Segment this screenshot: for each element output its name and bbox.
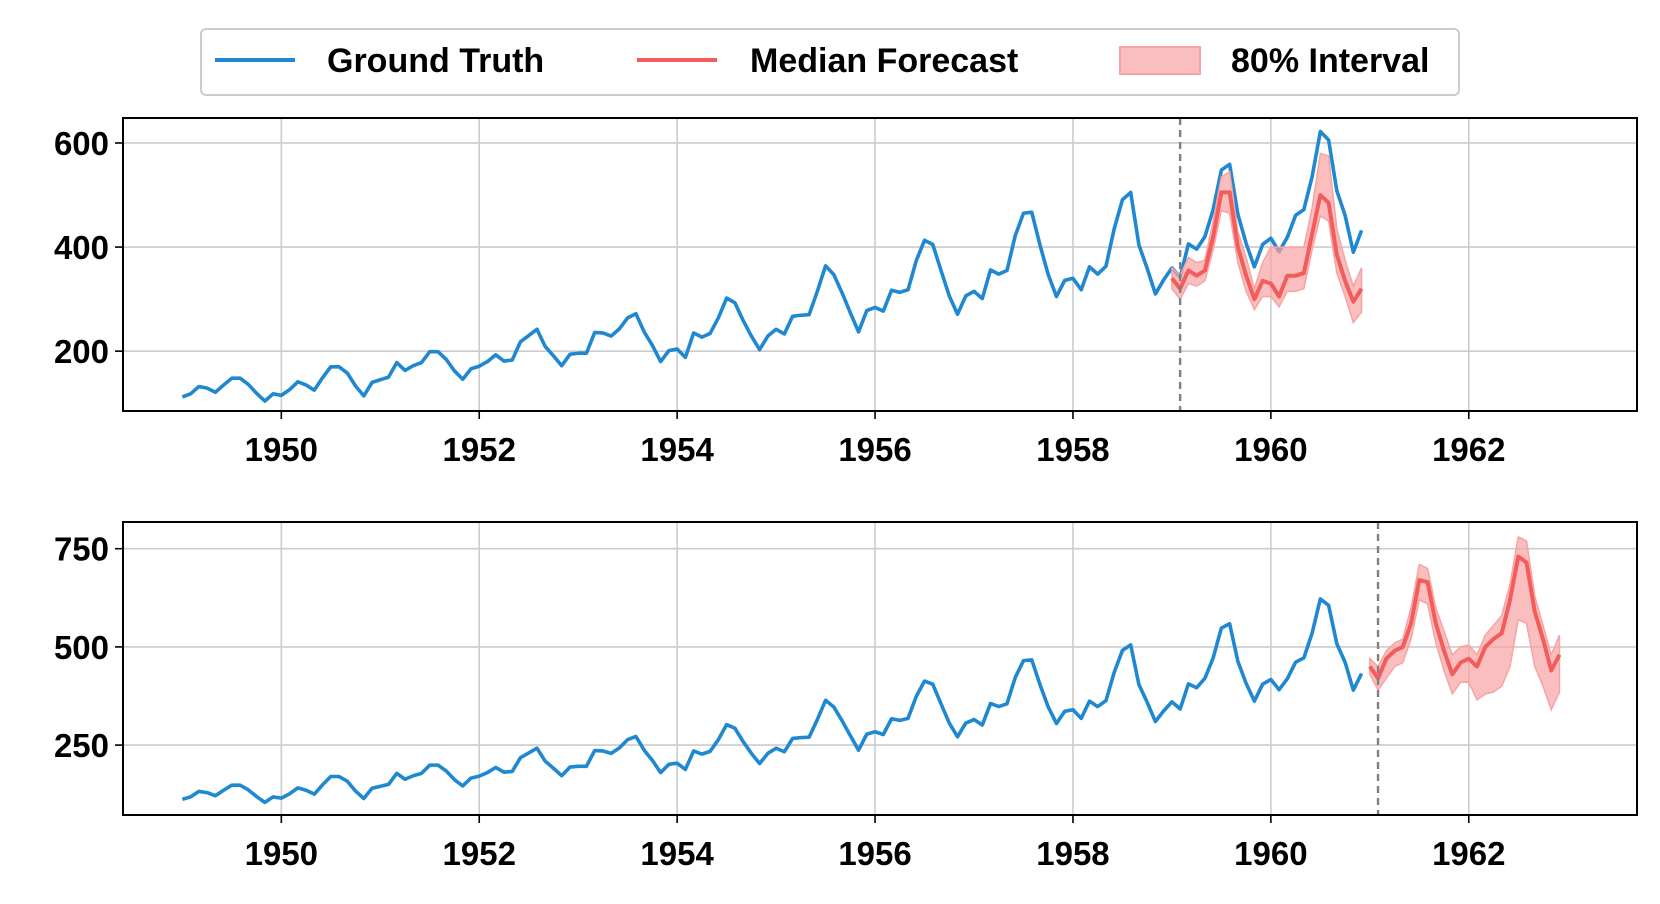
legend-ground-truth-label: Ground Truth xyxy=(327,42,544,80)
legend: Ground Truth Median Forecast 80% Interva… xyxy=(200,28,1460,96)
x-tick-label: 1952 xyxy=(443,431,516,468)
y-tick-label: 200 xyxy=(54,333,109,370)
x-tick-label: 1960 xyxy=(1234,431,1307,468)
x-tick-label: 1956 xyxy=(838,835,911,872)
ground-truth-line xyxy=(181,129,1364,403)
x-tick-label: 1958 xyxy=(1036,835,1109,872)
y-tick-label: 600 xyxy=(54,125,109,162)
ground-truth-line xyxy=(181,597,1364,805)
legend-interval-label: 80% Interval xyxy=(1231,42,1429,80)
legend-frame xyxy=(200,28,1460,96)
x-tick-label: 1962 xyxy=(1432,431,1505,468)
x-tick-label: 1950 xyxy=(245,431,318,468)
x-tick-label: 1958 xyxy=(1036,431,1109,468)
plot-area xyxy=(181,118,1364,411)
y-tick-label: 500 xyxy=(54,629,109,666)
median-forecast-line xyxy=(1368,554,1562,681)
panel-bottom: 1950 1952 1954 1956 1958 1960 1962 250 500 750 xyxy=(54,521,1638,872)
plot-area xyxy=(181,522,1562,815)
x-tick-label: 1960 xyxy=(1234,835,1307,872)
axes-frame xyxy=(122,521,1638,816)
axes-frame xyxy=(122,117,1638,412)
legend-median-label: Median Forecast xyxy=(750,42,1018,80)
y-tick-label: 750 xyxy=(54,531,109,568)
median-forecast-line xyxy=(1170,190,1364,304)
interval-band xyxy=(1369,535,1561,712)
x-tick-label: 1962 xyxy=(1432,835,1505,872)
panel-top: 1950 1952 1954 1956 1958 1960 1962 200 400 600 xyxy=(54,117,1638,468)
y-tick-label: 400 xyxy=(54,229,109,266)
x-tick-label: 1952 xyxy=(443,835,516,872)
x-tick-label: 1954 xyxy=(640,431,714,468)
x-tick-label: 1954 xyxy=(640,835,714,872)
legend-interval-swatch xyxy=(1119,46,1201,75)
x-tick-label: 1956 xyxy=(838,431,911,468)
y-tick-label: 250 xyxy=(54,727,109,764)
x-tick-label: 1950 xyxy=(245,835,318,872)
